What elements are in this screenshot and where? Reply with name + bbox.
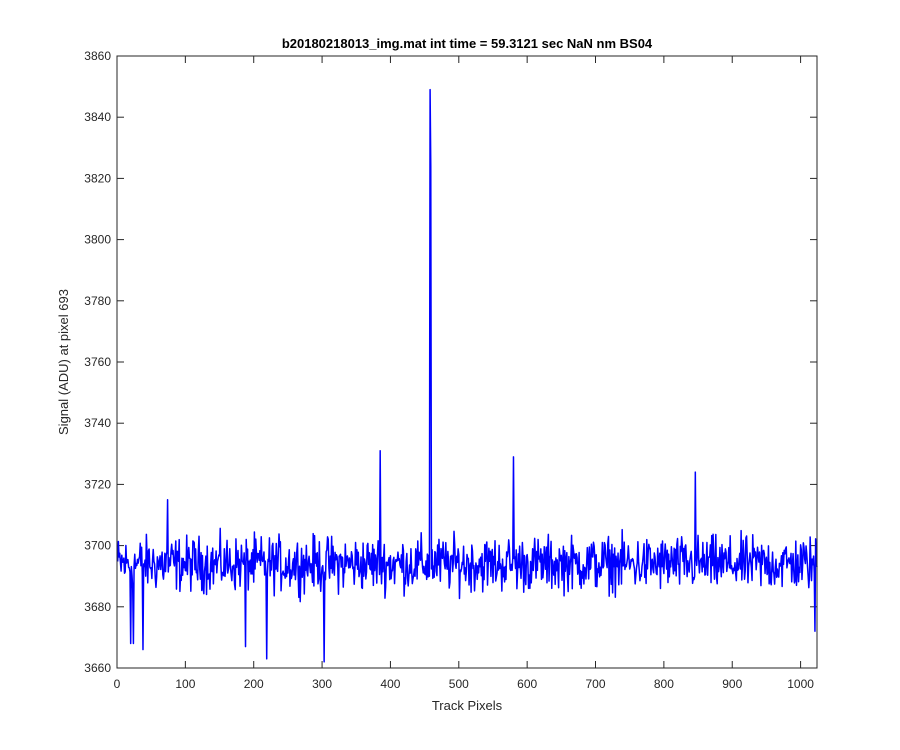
data-series-line: [116, 88, 818, 663]
y-tick-label: 3860: [84, 49, 111, 63]
y-tick-labels: 3660 3680 3700 3720 3740 3760 3780 3800 3820 3840…: [84, 49, 111, 675]
x-tick-label: 400: [380, 677, 400, 691]
x-tick-labels: 0 100 200 300 400 500 600 700 800 900 1000: [114, 677, 815, 691]
y-axis-label: Signal (ADU) at pixel 693: [56, 289, 71, 435]
y-tick-label: 3740: [84, 416, 111, 430]
y-tick-label: 3660: [84, 661, 111, 675]
y-tick-label: 3720: [84, 477, 111, 491]
y-tick-label: 3800: [84, 233, 111, 247]
y-tick-label: 3840: [84, 110, 111, 124]
x-tick-label: 900: [722, 677, 742, 691]
x-tick-label: 1000: [787, 677, 814, 691]
x-tick-label: 600: [517, 677, 537, 691]
x-tick-label: 300: [312, 677, 332, 691]
y-tick-label: 3820: [84, 171, 111, 185]
x-tick-label: 800: [654, 677, 674, 691]
plot-frame: [116, 55, 818, 669]
y-tick-label: 3760: [84, 355, 111, 369]
chart-title: b20180218013_img.mat int time = 59.3121 …: [282, 36, 653, 51]
x-tick-label: 200: [244, 677, 264, 691]
x-tick-label: 100: [175, 677, 195, 691]
y-tick-label: 3780: [84, 294, 111, 308]
x-tick-label: 0: [114, 677, 121, 691]
y-tick-label: 3680: [84, 600, 111, 614]
y-tick-label: 3700: [84, 539, 111, 553]
x-tick-label: 500: [449, 677, 469, 691]
x-tick-label: 700: [586, 677, 606, 691]
x-axis-label: Track Pixels: [432, 698, 503, 713]
